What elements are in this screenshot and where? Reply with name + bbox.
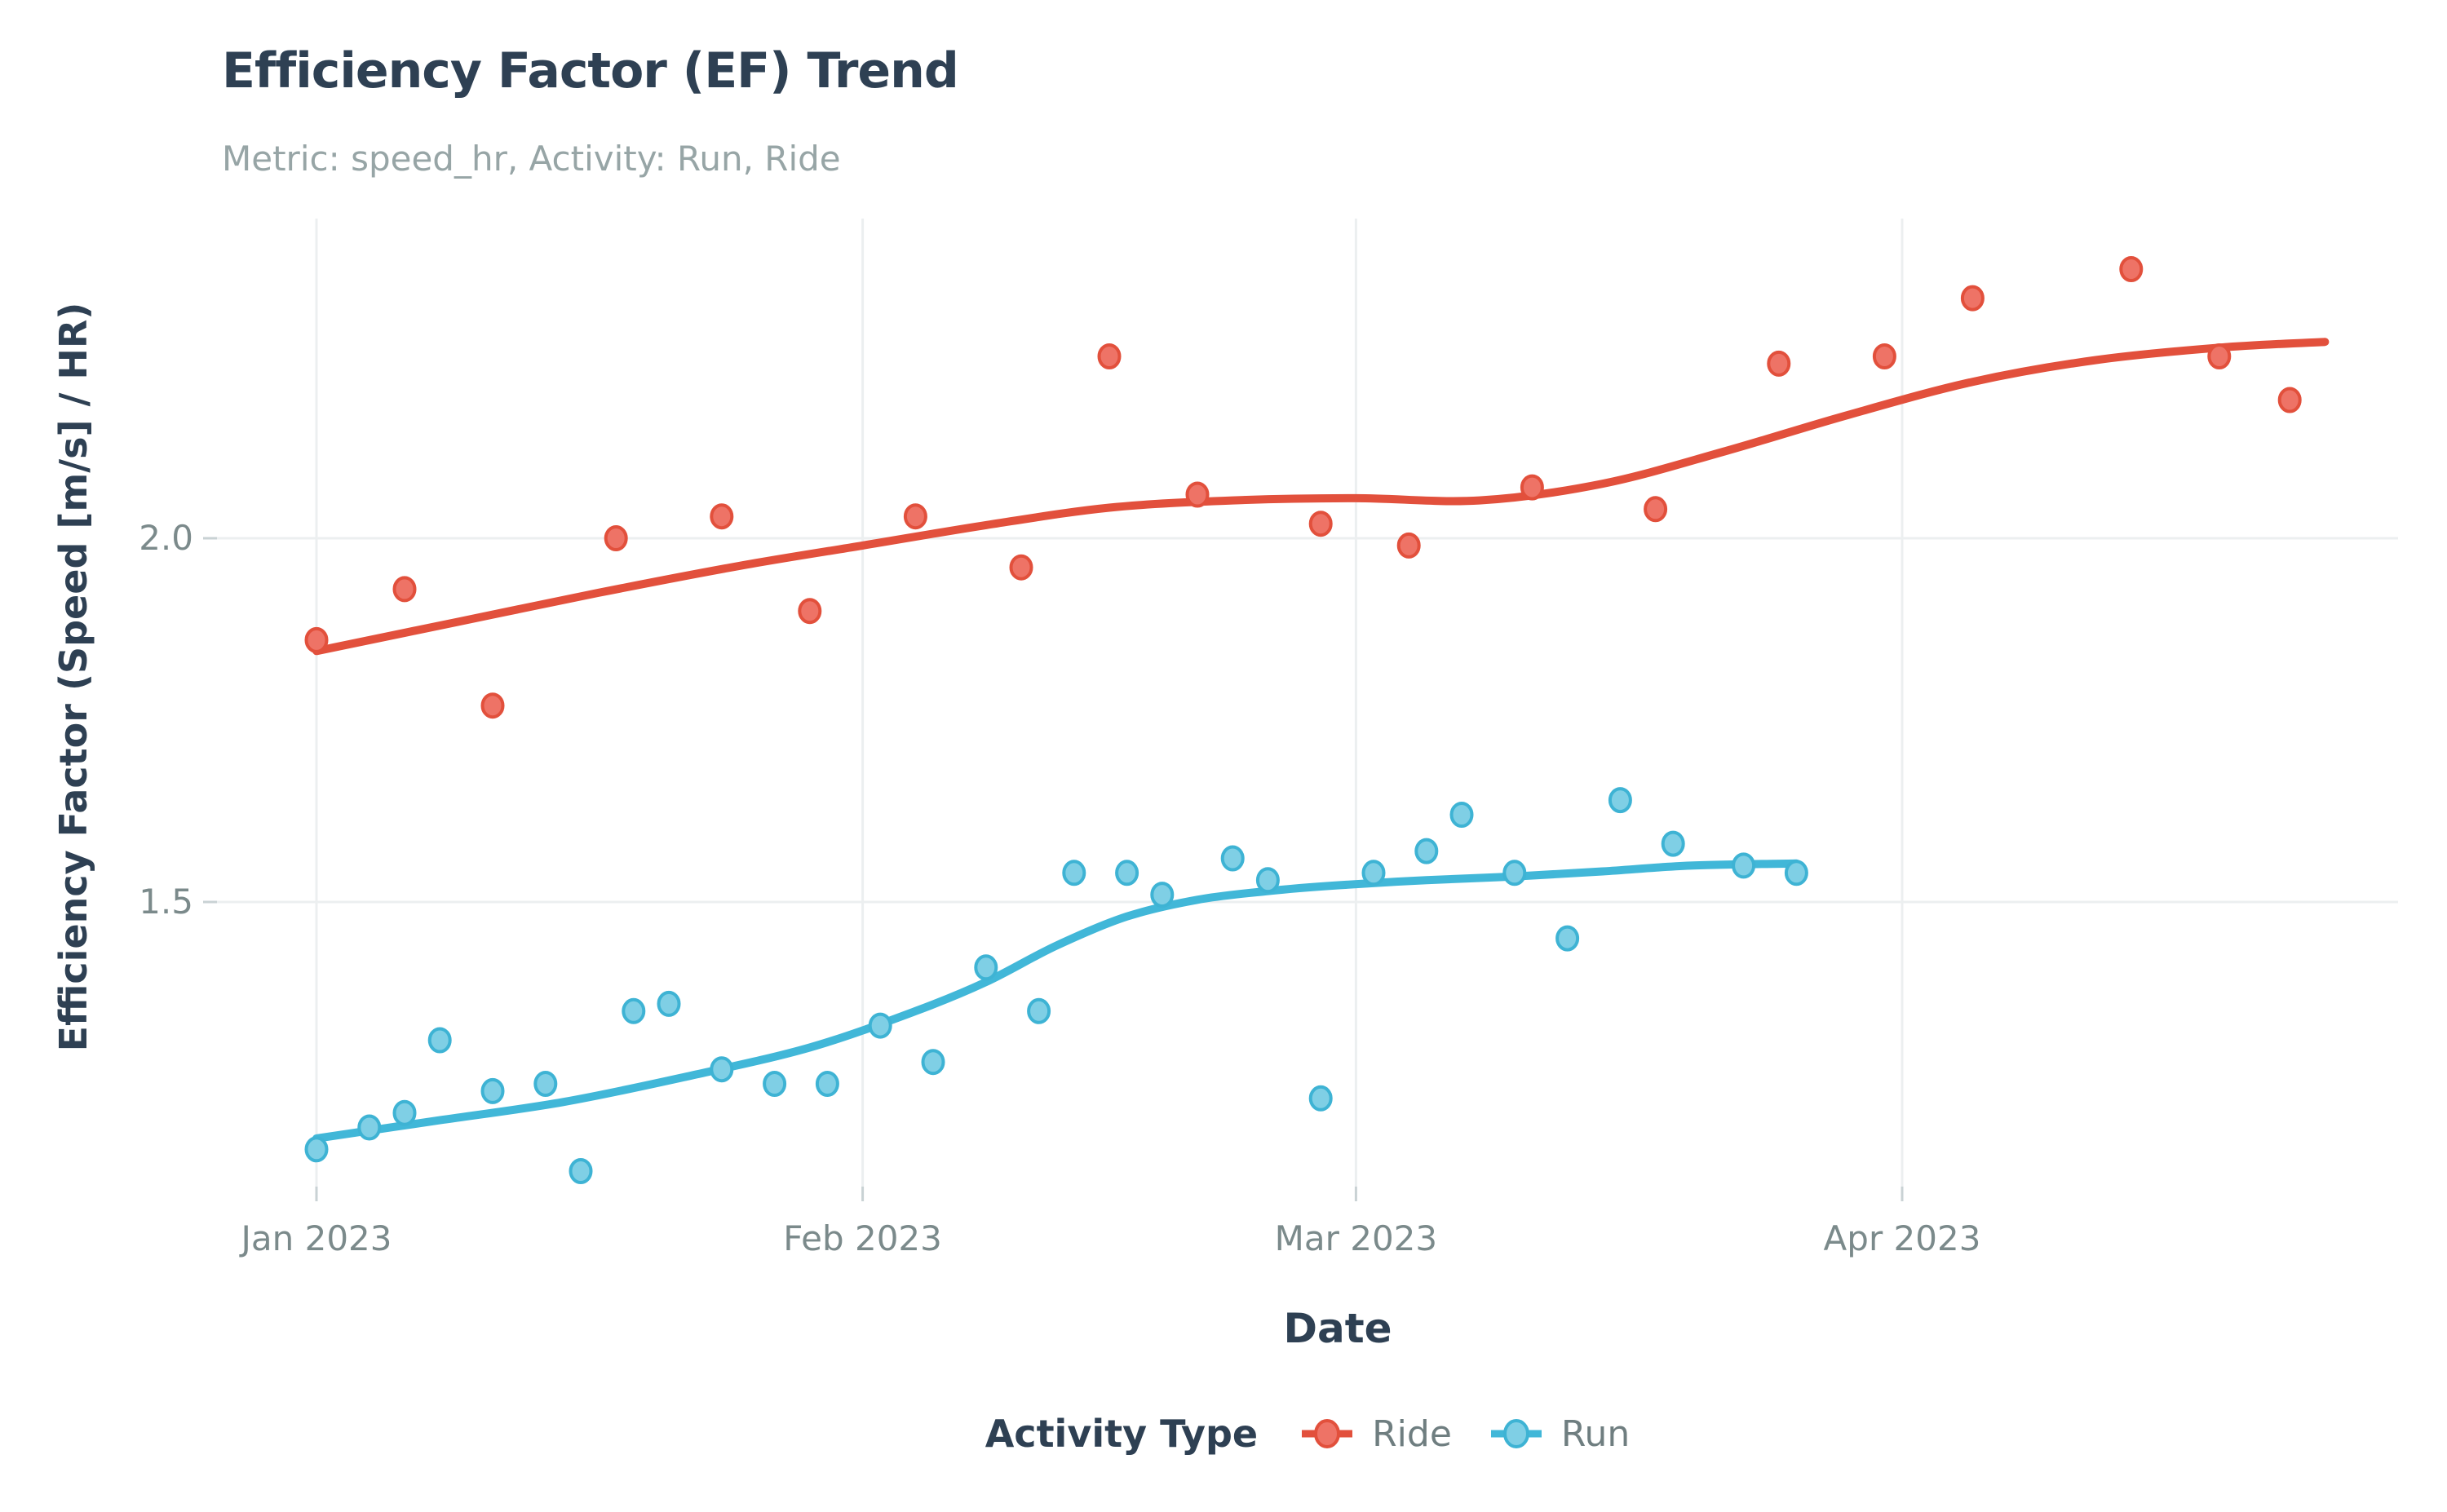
legend-label: Run — [1560, 1413, 1631, 1455]
data-point-run — [569, 1158, 593, 1184]
data-point-run — [1414, 838, 1439, 864]
trend-line-run — [312, 859, 1801, 1143]
legend: Activity Type Ride Run — [217, 1396, 2398, 1471]
data-point-run — [1502, 860, 1527, 886]
data-point-ride — [1644, 496, 1668, 523]
legend-item-run: Run — [1489, 1409, 1630, 1458]
legend-key-ride-icon — [1302, 1419, 1353, 1448]
data-point-run — [304, 1136, 329, 1163]
data-point-run — [1220, 845, 1245, 872]
data-point-run — [622, 997, 646, 1024]
data-point-run — [1027, 997, 1051, 1024]
legend-label: Ride — [1372, 1413, 1452, 1455]
data-point-run — [815, 1071, 839, 1097]
data-point-run — [1150, 882, 1175, 909]
data-point-ride — [1009, 554, 1033, 581]
data-point-ride — [480, 692, 505, 719]
y-axis-title: Efficiency Factor (Speed [m/s] / HR) — [51, 302, 95, 1052]
y-tick-label: 2.0 — [139, 518, 193, 558]
data-point-ride — [1308, 511, 1333, 537]
legend-title: Activity Type — [985, 1412, 1259, 1456]
data-point-run — [974, 954, 998, 981]
data-point-run — [480, 1077, 505, 1104]
data-point-ride — [1520, 474, 1544, 501]
data-point-run — [1062, 860, 1086, 886]
legend-key-run-icon — [1490, 1419, 1542, 1448]
data-point-ride — [2277, 387, 2302, 413]
data-point-ride — [1960, 285, 1985, 312]
data-point-run — [1732, 852, 1756, 879]
legend-item-ride: Ride — [1300, 1409, 1452, 1458]
data-point-run — [763, 1071, 787, 1097]
data-point-run — [1115, 860, 1139, 886]
x-axis-title: Date — [1283, 1305, 1392, 1352]
data-point-ride — [1185, 481, 1210, 508]
data-point-run — [1308, 1085, 1333, 1112]
x-tick-label: Jan 2023 — [241, 1218, 392, 1258]
y-tick-label: 1.5 — [139, 882, 193, 922]
data-point-run — [1255, 867, 1280, 894]
data-point-ride — [1396, 532, 1421, 559]
data-point-run — [657, 990, 681, 1017]
data-point-ride — [798, 598, 822, 625]
trend-line-ride — [312, 338, 2330, 656]
chart-subtitle: Metric: speed_hr, Activity: Run, Ride — [222, 139, 841, 179]
data-point-ride — [1767, 350, 1791, 377]
data-point-ride — [304, 626, 329, 653]
data-point-run — [868, 1012, 892, 1039]
data-point-ride — [710, 503, 734, 530]
chart-title: Efficiency Factor (EF) Trend — [222, 42, 959, 99]
data-point-ride — [903, 503, 927, 530]
data-point-run — [921, 1049, 945, 1076]
x-tick-label: Apr 2023 — [1823, 1218, 1981, 1258]
data-point-run — [1555, 925, 1580, 952]
data-point-run — [357, 1114, 382, 1141]
data-point-ride — [1097, 343, 1122, 369]
data-point-ride — [392, 576, 417, 603]
data-point-run — [710, 1056, 734, 1083]
data-point-run — [392, 1099, 417, 1126]
data-point-run — [427, 1027, 452, 1054]
data-point-ride — [2119, 256, 2144, 282]
data-point-ride — [1872, 343, 1896, 369]
data-point-ride — [604, 525, 628, 551]
data-point-run — [1608, 787, 1632, 814]
data-point-run — [533, 1071, 558, 1097]
data-point-run — [1449, 802, 1474, 828]
data-point-run — [1661, 830, 1685, 857]
data-point-run — [1361, 860, 1386, 886]
x-tick-label: Mar 2023 — [1274, 1218, 1438, 1258]
data-point-ride — [2207, 343, 2232, 369]
data-point-run — [1784, 860, 1808, 886]
x-tick-label: Feb 2023 — [783, 1218, 942, 1258]
